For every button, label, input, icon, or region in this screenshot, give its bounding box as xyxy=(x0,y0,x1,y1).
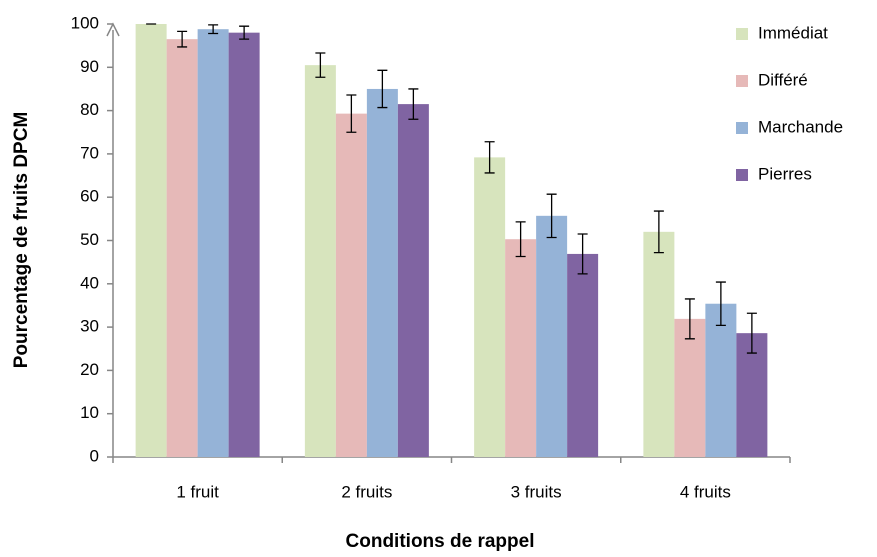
bar xyxy=(705,303,737,457)
y-axis-title: Pourcentage de fruits DPCM xyxy=(11,112,32,369)
bar xyxy=(335,113,367,458)
bar xyxy=(366,88,398,457)
legend-swatch xyxy=(736,122,748,134)
error-bar xyxy=(239,25,250,40)
error-bar xyxy=(653,210,664,254)
error-bar xyxy=(546,193,557,239)
bar xyxy=(397,104,429,457)
y-tick-label: 50 xyxy=(80,230,99,249)
x-tick-label: 4 fruits xyxy=(680,482,731,501)
error-bar xyxy=(577,233,588,275)
error-bar xyxy=(715,281,726,327)
error-bar xyxy=(177,30,188,48)
y-tick-label: 90 xyxy=(80,57,99,76)
bar xyxy=(674,318,706,457)
error-bar xyxy=(746,312,757,354)
y-tick-label: 100 xyxy=(71,13,99,32)
bar xyxy=(197,29,229,458)
bar xyxy=(228,32,260,457)
bar xyxy=(536,215,568,457)
error-bar xyxy=(346,94,357,133)
bar xyxy=(135,24,167,457)
x-tick-label: 2 fruits xyxy=(341,482,392,501)
legend-label: Immédiat xyxy=(758,23,828,42)
legend-label: Pierres xyxy=(758,164,812,183)
y-tick-label: 30 xyxy=(80,317,99,336)
bar xyxy=(505,239,537,457)
bar xyxy=(304,65,336,457)
y-tick-label: 60 xyxy=(80,187,99,206)
bar xyxy=(474,157,506,457)
error-bar xyxy=(208,24,219,35)
y-tick-label: 40 xyxy=(80,273,99,292)
error-bar xyxy=(377,69,388,109)
bar xyxy=(643,231,675,457)
bar xyxy=(736,333,768,457)
legend-label: Marchande xyxy=(758,117,843,136)
error-bar xyxy=(484,141,495,174)
x-tick-label: 1 fruit xyxy=(176,482,219,501)
y-tick-label: 80 xyxy=(80,100,99,119)
bar xyxy=(166,39,198,457)
legend-swatch xyxy=(736,169,748,181)
x-axis-title: Conditions de rappel xyxy=(346,531,535,552)
y-tick-label: 0 xyxy=(90,446,99,465)
error-bar xyxy=(684,298,695,340)
x-tick-label: 3 fruits xyxy=(511,482,562,501)
bar xyxy=(567,253,599,457)
y-tick-label: 70 xyxy=(80,143,99,162)
error-bar xyxy=(408,88,419,120)
y-tick-label: 10 xyxy=(80,403,99,422)
legend-swatch xyxy=(736,28,748,40)
legend-label: Différé xyxy=(758,70,808,89)
y-tick-label: 20 xyxy=(80,360,99,379)
error-bar xyxy=(315,52,326,78)
error-bar xyxy=(515,221,526,258)
legend-swatch xyxy=(736,75,748,87)
